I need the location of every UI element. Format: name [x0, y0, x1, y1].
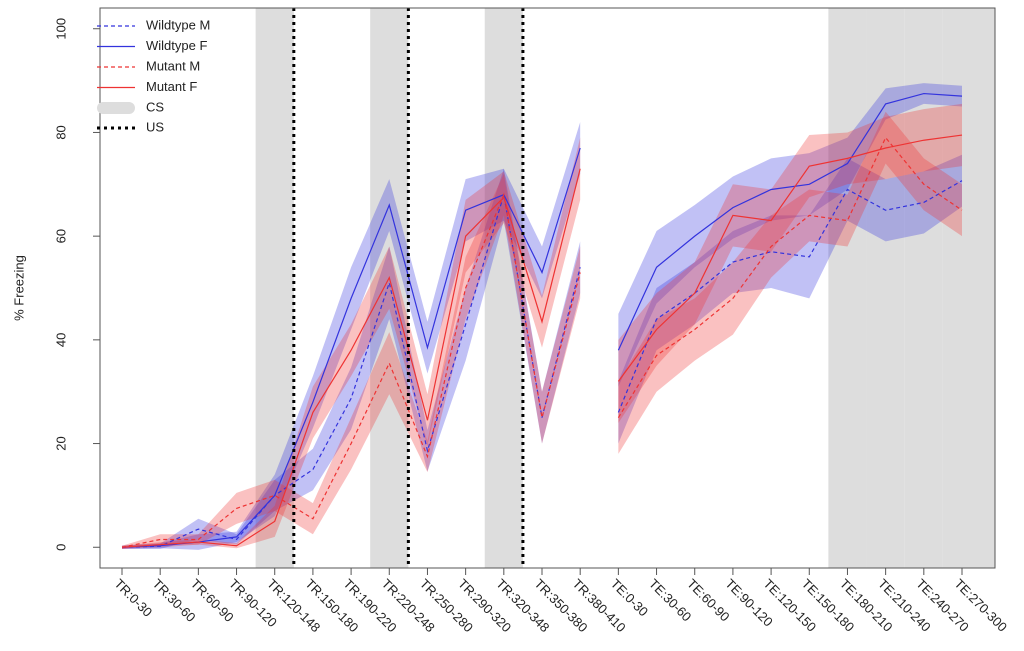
cs-region [942, 8, 995, 568]
cs-region [866, 8, 905, 568]
legend-label: Wildtype M [146, 17, 210, 32]
error-band [618, 103, 962, 423]
y-tick-label: 0 [53, 544, 68, 551]
legend-label: Mutant F [146, 79, 197, 94]
error-band [122, 122, 581, 550]
error-band [122, 173, 581, 549]
error-band [618, 83, 962, 387]
cs-region [484, 8, 523, 568]
y-tick-label: 40 [53, 333, 68, 347]
cs-region [255, 8, 294, 568]
legend-label: Mutant M [146, 58, 200, 73]
legend-label: US [146, 119, 164, 134]
y-tick-label: 60 [53, 229, 68, 243]
plot-frame [99, 7, 996, 569]
series-line [121, 134, 963, 548]
y-tick-label: 20 [53, 436, 68, 450]
legend-label: Wildtype F [146, 38, 207, 53]
series-line [121, 136, 963, 548]
series-line [121, 180, 963, 548]
y-axis-label: % Freezing [11, 255, 26, 321]
cs-region [370, 8, 409, 568]
error-band [122, 137, 581, 549]
y-tick-label: 100 [53, 18, 68, 40]
cs-region [904, 8, 943, 568]
error-band [618, 154, 962, 444]
x-tick-label: TR:0-30 [111, 576, 155, 620]
cs-region [828, 8, 867, 568]
legend-label: CS [146, 99, 164, 114]
y-tick-label: 80 [53, 125, 68, 139]
